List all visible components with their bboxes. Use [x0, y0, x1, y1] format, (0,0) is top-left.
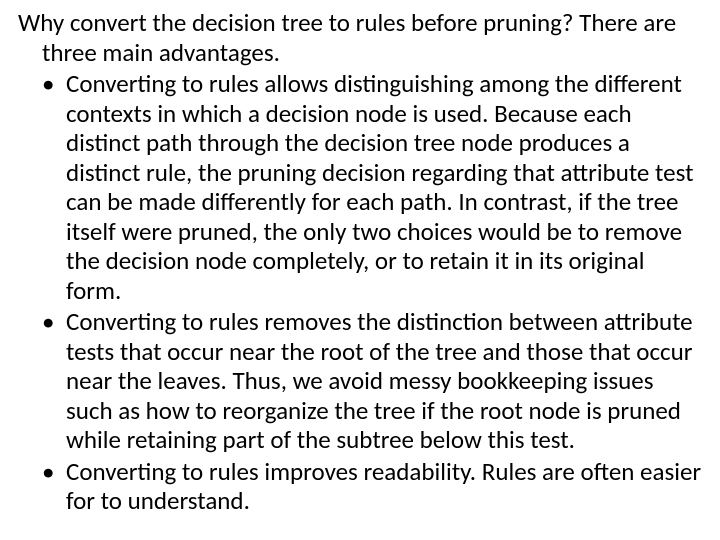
list-item: Converting to rules allows distinguishin… — [66, 69, 702, 305]
intro-paragraph: Why convert the decision tree to rules b… — [18, 8, 702, 67]
list-item: Converting to rules removes the distinct… — [66, 307, 702, 455]
slide-body: Why convert the decision tree to rules b… — [0, 0, 720, 540]
list-item: Converting to rules improves readability… — [66, 457, 702, 516]
bullet-list: Converting to rules allows distinguishin… — [18, 69, 702, 516]
